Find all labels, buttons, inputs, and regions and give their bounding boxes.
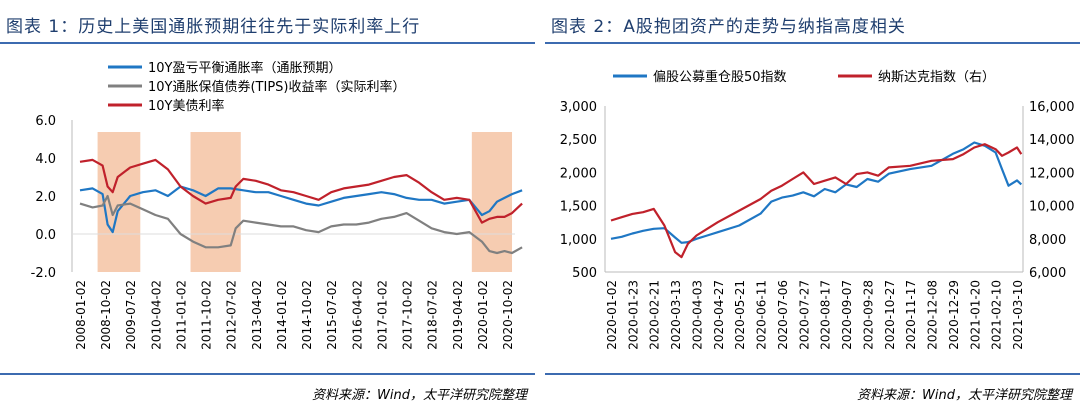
x-tick-label: 2020-06-11 <box>755 280 769 350</box>
x-tick-label: 2020-12-08 <box>926 280 940 350</box>
x-tick-label: 2020-01-23 <box>626 280 640 350</box>
x-tick-label: 2021-02-10 <box>990 280 1004 350</box>
x-tick-label: 2009-07-02 <box>124 280 138 350</box>
chart-1-svg: 6.0 4.0 2.0 0.0 -2.0 2008-01-02 2008-10-02 2009… <box>31 60 523 350</box>
x-tick-label: 2020-10-02 <box>501 280 515 350</box>
legend-label: 10Y盈亏平衡通胀率（通胀预期） <box>148 60 341 76</box>
x-tick-label: 2020-01-02 <box>476 280 490 350</box>
footer-rule <box>545 373 1080 375</box>
y-tick-label-right: 12,000 <box>1029 166 1075 181</box>
x-tick-label: 2020-09-28 <box>861 280 875 350</box>
title-rule <box>545 42 1080 44</box>
y-tick-label: -2.0 <box>31 266 56 281</box>
x-tick-label: 2020-12-29 <box>947 280 961 350</box>
shaded-period <box>471 132 513 272</box>
x-tick-label: 2018-07-02 <box>426 280 440 350</box>
series-line <box>79 194 523 255</box>
legend-label: 偏股公募重仓股50指数 <box>653 69 787 85</box>
chart-title: 图表 1：历史上美国通胀预期往往先于实际利率上行 <box>6 17 421 37</box>
x-tick-label: 2016-04-02 <box>350 280 364 350</box>
y-tick-label: 6.0 <box>35 114 56 129</box>
y-tick-label-right: 6,000 <box>1029 266 1066 281</box>
y-tick-label-left: 1,000 <box>560 233 597 248</box>
x-tick-label: 2021-01-20 <box>968 280 982 350</box>
series-line <box>79 158 523 224</box>
series-line <box>79 185 523 234</box>
x-tick-label: 2020-08-17 <box>819 280 833 350</box>
source-note: 资料来源：Wind，太平洋研究院整理 <box>857 388 1072 403</box>
x-tick-label: 2008-10-02 <box>99 280 113 350</box>
series-line <box>610 143 1023 259</box>
x-tick-label: 2017-10-02 <box>401 280 415 350</box>
x-tick-label: 2010-04-02 <box>149 280 163 350</box>
legend-label: 10Y通胀保值债券(TIPS)收益率（实际利率） <box>148 79 406 95</box>
chart-title: 图表 2：A股抱团资产的走势与纳指高度相关 <box>551 17 906 37</box>
x-tick-label: 2021-03-10 <box>1011 280 1025 350</box>
x-tick-label: 2019-04-02 <box>451 280 465 350</box>
legend-label: 纳斯达克指数（右） <box>878 70 995 85</box>
chart-panel-1: 图表 1：历史上美国通胀预期往往先于实际利率上行 6.0 4.0 2.0 0.0 -2.… <box>0 0 535 417</box>
x-tick-label: 2020-07-27 <box>797 280 811 350</box>
y-tick-label-left: 3,000 <box>560 100 597 115</box>
x-tick-label: 2017-01-02 <box>375 280 389 350</box>
x-tick-label: 2020-10-27 <box>883 280 897 350</box>
series-line <box>610 141 1023 244</box>
y-tick-label: 2.0 <box>35 190 56 205</box>
x-tick-label: 2020-09-07 <box>840 280 854 350</box>
y-tick-label-left: 2,500 <box>560 133 597 148</box>
x-tick-label: 2015-07-02 <box>325 280 339 350</box>
x-tick-label: 2008-01-02 <box>74 280 88 350</box>
y-tick-label-right: 16,000 <box>1029 100 1075 115</box>
x-tick-label: 2014-10-02 <box>300 280 314 350</box>
x-tick-label: 2020-02-21 <box>648 280 662 350</box>
x-tick-label: 2020-07-06 <box>776 280 790 350</box>
legend-label: 10Y美债利率 <box>148 98 224 114</box>
x-tick-label: 2020-03-13 <box>669 280 683 350</box>
y-tick-label-left: 1,500 <box>560 200 597 215</box>
y-tick-label-right: 14,000 <box>1029 133 1075 148</box>
x-tick-label: 2020-11-17 <box>904 280 918 350</box>
x-tick-label: 2020-04-27 <box>712 280 726 350</box>
y-tick-label-left: 2,000 <box>560 166 597 181</box>
x-tick-label: 2020-04-03 <box>690 280 704 350</box>
shaded-period <box>190 132 241 272</box>
source-note: 资料来源：Wind，太平洋研究院整理 <box>312 388 527 403</box>
chart-2-svg: 3,000 2,500 2,000 1,500 1,000 500 16,000 14,000… <box>560 69 1075 350</box>
footer-rule <box>0 373 535 375</box>
chart-panel-2: 图表 2：A股抱团资产的走势与纳指高度相关 3,000 2,500 2,000 1,5… <box>545 0 1080 417</box>
x-tick-label: 2014-01-02 <box>275 280 289 350</box>
x-tick-label: 2012-07-02 <box>225 280 239 350</box>
x-tick-label: 2011-01-02 <box>174 280 188 350</box>
y-tick-label-right: 10,000 <box>1029 200 1075 215</box>
x-tick-label: 2020-01-02 <box>605 280 619 350</box>
title-rule <box>0 42 535 44</box>
y-tick-label-right: 8,000 <box>1029 233 1066 248</box>
y-tick-label-left: 500 <box>572 266 597 281</box>
y-tick-label: 4.0 <box>35 152 56 167</box>
x-tick-label: 2011-10-02 <box>200 280 214 350</box>
y-tick-label: 0.0 <box>35 228 56 243</box>
x-tick-label: 2020-05-21 <box>733 280 747 350</box>
x-tick-label: 2013-04-02 <box>250 280 264 350</box>
